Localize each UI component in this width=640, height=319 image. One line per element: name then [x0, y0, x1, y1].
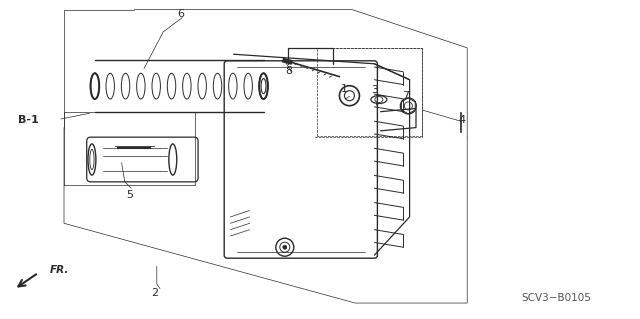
Text: FR.: FR. — [50, 265, 69, 275]
Text: 3: 3 — [371, 85, 378, 95]
Text: SCV3−B0105: SCV3−B0105 — [522, 293, 592, 303]
Text: 4: 4 — [458, 115, 466, 125]
Text: 7: 7 — [402, 91, 410, 101]
Text: 2: 2 — [151, 288, 159, 299]
Text: 5: 5 — [126, 190, 132, 200]
Text: 1: 1 — [341, 84, 348, 94]
Circle shape — [283, 245, 287, 249]
Text: B-1: B-1 — [19, 115, 39, 125]
Text: 8: 8 — [285, 66, 293, 76]
Text: 6: 6 — [178, 9, 184, 19]
